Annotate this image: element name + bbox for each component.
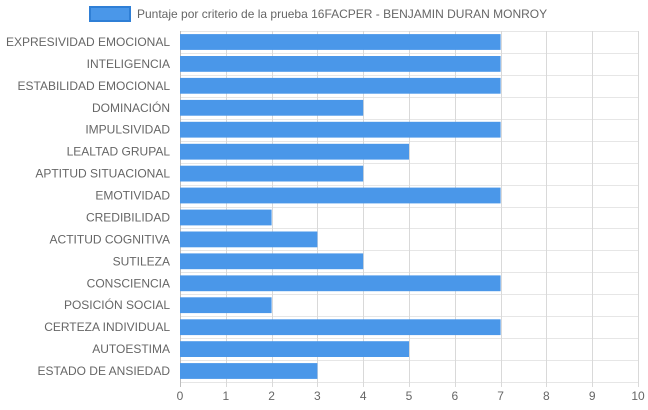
category-label: CERTEZA INDIVIDUAL: [44, 320, 170, 334]
x-tick-label: 4: [360, 389, 367, 403]
x-tick-label: 6: [451, 389, 458, 403]
x-tick-label: 3: [314, 389, 321, 403]
x-tick-label: 1: [222, 389, 229, 403]
chart-legend[interactable]: Puntaje por criterio de la prueba 16FACP…: [89, 6, 547, 22]
x-tick-label: 8: [543, 389, 550, 403]
x-tick-label: 9: [589, 389, 596, 403]
category-label: ESTABILIDAD EMOCIONAL: [18, 79, 171, 93]
bar[interactable]: [180, 56, 501, 72]
category-label: POSICIÓN SOCIAL: [64, 297, 170, 312]
category-label: AUTOESTIMA: [92, 342, 170, 356]
x-tick-label: 0: [177, 389, 184, 403]
category-label: CREDIBILIDAD: [86, 211, 170, 225]
category-axis: EXPRESIVIDAD EMOCIONAL INTELIGENCIA ESTABI…: [6, 35, 170, 378]
bar[interactable]: [180, 341, 409, 357]
category-label: SUTILEZA: [113, 254, 170, 268]
value-axis: 0 1 2 3 4 5 6 7 8 9 10: [177, 389, 645, 403]
x-tick-label: 7: [497, 389, 504, 403]
bar[interactable]: [180, 319, 501, 336]
category-label: ESTADO DE ANSIEDAD: [38, 364, 171, 378]
x-tick-label: 10: [631, 389, 645, 403]
bar[interactable]: [180, 209, 272, 226]
bar[interactable]: [180, 165, 364, 182]
chart-bars: [180, 34, 501, 379]
bar[interactable]: [180, 253, 364, 270]
legend-swatch[interactable]: [89, 6, 131, 22]
bar[interactable]: [180, 297, 272, 314]
x-tick-label: 5: [406, 389, 413, 403]
bar[interactable]: [180, 275, 501, 292]
bar[interactable]: [180, 363, 318, 379]
legend-label[interactable]: Puntaje por criterio de la prueba 16FACP…: [137, 7, 547, 21]
category-label: IMPULSIVIDAD: [85, 123, 170, 137]
category-label: ACTITUD COGNITIVA: [50, 232, 170, 246]
category-label: LEALTAD GRUPAL: [67, 145, 171, 159]
category-label: EXPRESIVIDAD EMOCIONAL: [6, 35, 170, 49]
bar[interactable]: [180, 99, 364, 116]
category-label: CONSCIENCIA: [87, 276, 170, 290]
bar[interactable]: [180, 77, 501, 94]
bar[interactable]: [180, 34, 501, 50]
bar[interactable]: [180, 121, 501, 138]
bar[interactable]: [180, 187, 501, 204]
bar[interactable]: [180, 231, 318, 248]
category-label: EMOTIVIDAD: [95, 189, 170, 203]
category-label: APTITUD SITUACIONAL: [35, 167, 170, 181]
x-tick-label: 2: [268, 389, 275, 403]
bar[interactable]: [180, 143, 409, 160]
category-label: INTELIGENCIA: [87, 57, 170, 71]
category-label: DOMINACIÓN: [92, 100, 170, 115]
